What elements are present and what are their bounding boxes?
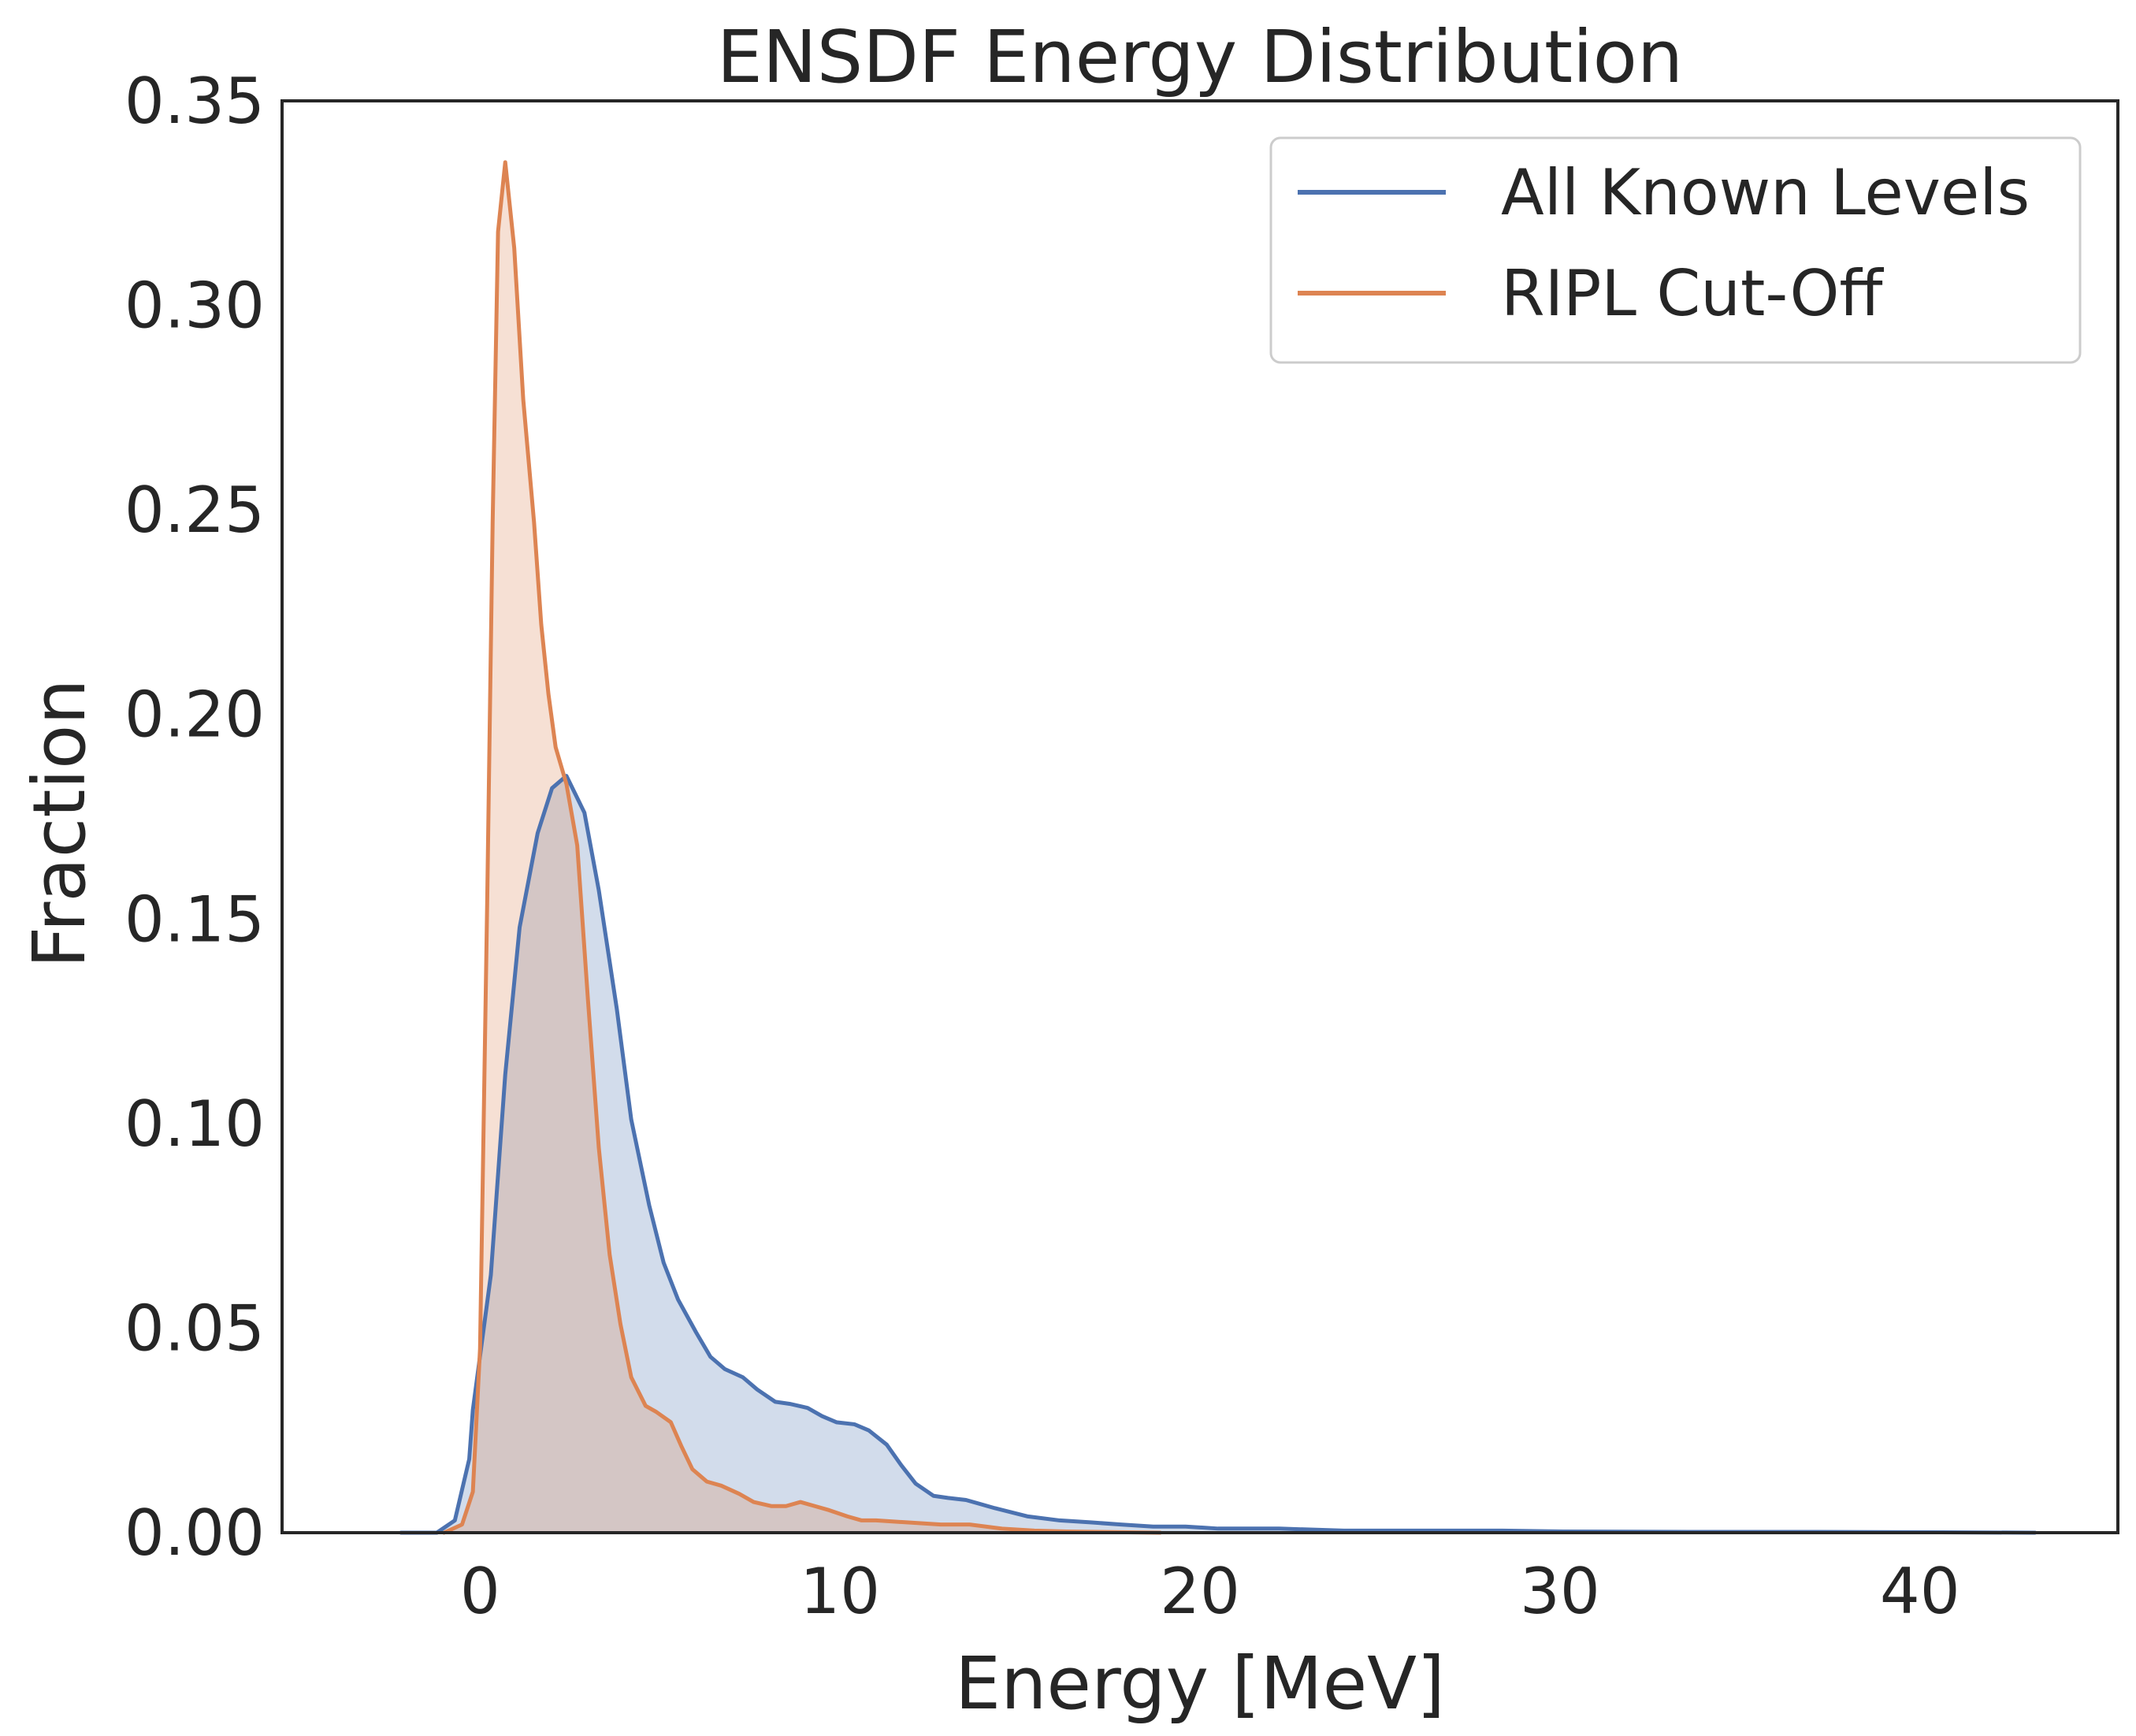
series-line-all-known-levels bbox=[399, 774, 2038, 1535]
y-tick-label: 0.10 bbox=[124, 1087, 265, 1161]
y-tick-label: 0.30 bbox=[124, 270, 265, 343]
y-axis-ticks: 0.00 0.05 0.10 0.15 0.20 0.25 0.30 0.35 bbox=[124, 65, 265, 1570]
y-tick-label: 0.25 bbox=[124, 474, 265, 547]
x-tick-label: 10 bbox=[800, 1555, 880, 1628]
plot-frame bbox=[280, 99, 2119, 1534]
x-tick-label: 20 bbox=[1160, 1555, 1240, 1628]
legend-label-ripl-cut-off: RIPL Cut-Off bbox=[1501, 257, 1884, 330]
y-tick-label: 0.05 bbox=[124, 1292, 265, 1365]
x-axis-ticks: 0 10 20 30 40 bbox=[460, 1555, 1960, 1628]
chart-title: ENSDF Energy Distribution bbox=[717, 15, 1683, 99]
y-axis-title: Fraction bbox=[17, 678, 102, 968]
x-axis-title: Energy [MeV] bbox=[955, 1641, 1445, 1726]
y-tick-label: 0.20 bbox=[124, 678, 265, 752]
area-fill-all-known-levels bbox=[400, 775, 2035, 1533]
legend-box bbox=[1269, 136, 2082, 364]
plot-content bbox=[399, 160, 2038, 1535]
x-tick-label: 0 bbox=[460, 1555, 500, 1628]
series-line-ripl-cut-off bbox=[442, 160, 1163, 1535]
legend-label-all-known-levels: All Known Levels bbox=[1501, 156, 2030, 229]
y-tick-label: 0.00 bbox=[124, 1496, 265, 1570]
x-tick-label: 40 bbox=[1880, 1555, 1960, 1628]
y-tick-label: 0.35 bbox=[124, 65, 265, 138]
x-tick-label: 30 bbox=[1520, 1555, 1600, 1628]
y-tick-label: 0.15 bbox=[124, 883, 265, 956]
legend: All Known Levels RIPL Cut-Off bbox=[1269, 136, 2082, 364]
